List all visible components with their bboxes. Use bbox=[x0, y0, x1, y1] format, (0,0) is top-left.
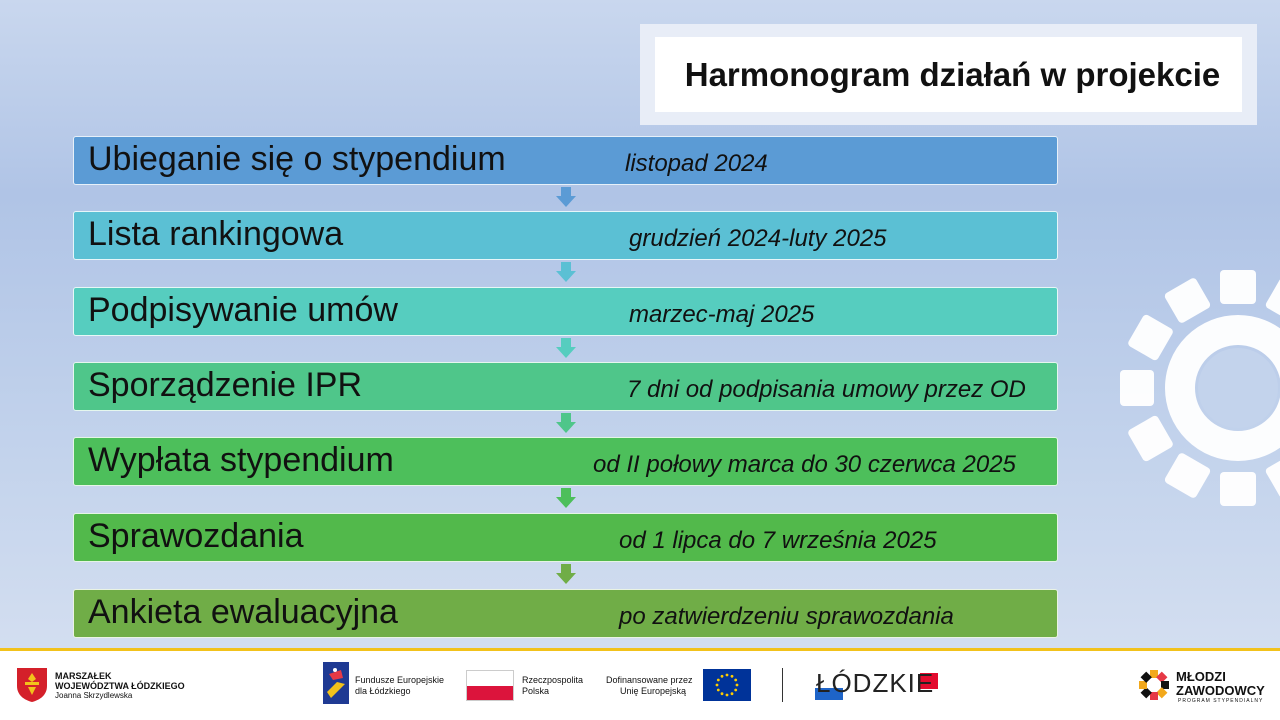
down-arrow-icon bbox=[556, 338, 576, 358]
down-arrow-icon bbox=[556, 488, 576, 508]
step-3: Podpisywanie umów marzec-maj 2025 bbox=[73, 287, 1058, 336]
rp-line1: Rzeczpospolita bbox=[522, 675, 584, 685]
down-arrow-icon bbox=[556, 413, 576, 433]
down-arrow-icon bbox=[556, 187, 576, 207]
title-box bbox=[655, 37, 1242, 112]
step-label: Lista rankingowa bbox=[88, 215, 344, 253]
fe-line2: dla Łódzkiego bbox=[355, 686, 411, 696]
step-date: po zatwierdzeniu sprawozdania bbox=[619, 603, 954, 630]
step-label: Ubieganie się o stypendium bbox=[88, 140, 506, 178]
down-arrow-icon bbox=[556, 262, 576, 282]
eu-line1: Dofinansowane przez bbox=[606, 675, 693, 685]
polish-flag-icon bbox=[466, 670, 514, 701]
eu-flag-icon bbox=[703, 669, 751, 701]
mlodzi-zawodowcy-logo-icon bbox=[1139, 670, 1169, 700]
lodzkie-blue-bar bbox=[815, 688, 843, 700]
step-7: Ankieta ewaluacyjna po zatwierdzeniu spr… bbox=[73, 589, 1058, 638]
step-5: Wypłata stypendium od II połowy marca do… bbox=[73, 437, 1058, 486]
slide-title: Harmonogram działań w projekcie bbox=[684, 55, 1221, 93]
marszalek-line2: WOJEWÓDZTWA ŁÓDZKIEGO bbox=[55, 681, 185, 691]
mz-line2: ZAWODOWCY bbox=[1176, 683, 1265, 698]
step-date: marzec-maj 2025 bbox=[629, 301, 815, 328]
down-arrow-icon bbox=[556, 564, 576, 584]
step-6: Sprawozdania od 1 lipca do 7 września 20… bbox=[73, 513, 1058, 562]
step-2: Lista rankingowa grudzień 2024-luty 2025 bbox=[73, 211, 1058, 260]
step-date: listopad 2024 bbox=[625, 150, 768, 177]
step-label: Ankieta ewaluacyjna bbox=[88, 593, 398, 631]
step-date: grudzień 2024-luty 2025 bbox=[629, 225, 887, 252]
footer-logos bbox=[0, 648, 1280, 720]
step-label: Sporządzenie IPR bbox=[88, 366, 363, 404]
marszalek-line1: MARSZAŁEK bbox=[55, 671, 112, 681]
step-label: Wypłata stypendium bbox=[88, 441, 394, 479]
step-date: od II połowy marca do 30 czerwca 2025 bbox=[593, 451, 1016, 478]
eu-line2: Unię Europejską bbox=[620, 686, 687, 696]
step-date: 7 dni od podpisania umowy przez OD bbox=[627, 376, 1026, 403]
fe-line1: Fundusze Europejskie bbox=[355, 675, 445, 685]
step-4: Sporządzenie IPR 7 dni od podpisania umo… bbox=[73, 362, 1058, 411]
lodzkie-logo-text: ŁÓDZKIE bbox=[816, 668, 935, 698]
step-1: Ubieganie się o stypendium listopad 2024 bbox=[73, 136, 1058, 185]
mz-line3: PROGRAM STYPENDIALNY bbox=[1178, 698, 1264, 704]
lodzkie-coat-of-arms-icon bbox=[17, 668, 47, 702]
lodzkie-red-square bbox=[920, 673, 938, 689]
marszalek-line3: Joanna Skrzydlewska bbox=[55, 691, 133, 700]
gear-decoration-icon bbox=[1120, 270, 1280, 506]
step-label: Podpisywanie umów bbox=[88, 291, 398, 329]
step-label: Sprawozdania bbox=[88, 517, 304, 555]
rp-line2: Polska bbox=[522, 686, 550, 696]
european-funds-logo-icon bbox=[323, 662, 349, 704]
mz-line1: MŁODZI bbox=[1176, 669, 1226, 684]
footer-divider bbox=[782, 668, 783, 702]
step-date: od 1 lipca do 7 września 2025 bbox=[619, 527, 937, 554]
